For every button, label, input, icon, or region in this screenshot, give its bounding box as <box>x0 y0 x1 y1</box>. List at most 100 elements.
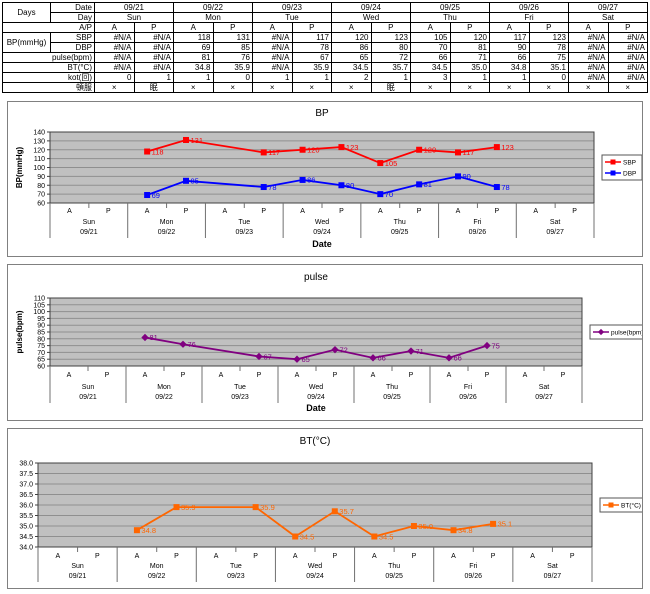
sbp-value-cell[interactable]: 105 <box>410 32 451 43</box>
dbp-value-cell[interactable]: #N/A <box>607 42 648 53</box>
kot-value-cell[interactable]: #N/A <box>607 72 648 83</box>
bp-group-label[interactable]: BP(mmHg) <box>2 32 51 53</box>
ap-header-cell[interactable]: A <box>331 22 372 33</box>
sbp-value-cell[interactable]: 131 <box>212 32 253 43</box>
ap-header-cell[interactable]: A <box>568 22 609 33</box>
row-label-dbp[interactable]: DBP <box>50 42 95 53</box>
bt-value-cell[interactable]: 35.0 <box>449 62 490 73</box>
table-corner-label[interactable]: Days <box>2 2 51 23</box>
sbp-value-cell[interactable]: 120 <box>449 32 490 43</box>
ap-header-cell[interactable]: P <box>528 22 569 33</box>
bt-value-cell[interactable]: #N/A <box>133 62 174 73</box>
pulse-value-cell[interactable]: 75 <box>528 52 569 63</box>
bt-value-cell[interactable]: 35.9 <box>291 62 332 73</box>
row-label-day[interactable]: Day <box>50 12 95 23</box>
kot-value-cell[interactable]: 1 <box>252 72 293 83</box>
ap-header-cell[interactable]: P <box>133 22 174 33</box>
dbp-value-cell[interactable]: 70 <box>410 42 451 53</box>
ap-header-cell[interactable]: P <box>607 22 648 33</box>
kot-value-cell[interactable]: 0 <box>94 72 135 83</box>
ap-header-cell[interactable]: A <box>252 22 293 33</box>
ap-header-cell[interactable]: P <box>449 22 490 33</box>
dbp-value-cell[interactable]: #N/A <box>133 42 174 53</box>
pulse-value-cell[interactable]: 72 <box>370 52 411 63</box>
kot-value-cell[interactable]: 3 <box>410 72 451 83</box>
dbp-value-cell[interactable]: 85 <box>212 42 253 53</box>
pulse-chart[interactable]: pulse 60 65 70 75 80 85 90 95 100 105 110 A P A P A P A P A P… <box>7 264 643 421</box>
date-header-cell[interactable]: 09/24 <box>331 2 411 13</box>
dbp-value-cell[interactable]: 69 <box>173 42 214 53</box>
kot-value-cell[interactable]: 1 <box>370 72 411 83</box>
ap-header-cell[interactable]: A <box>94 22 135 33</box>
day-header-cell[interactable]: Wed <box>331 12 411 23</box>
tonpuku-value-cell[interactable]: × <box>449 82 490 93</box>
dbp-value-cell[interactable]: 81 <box>449 42 490 53</box>
pulse-value-cell[interactable]: 67 <box>291 52 332 63</box>
bp-chart[interactable]: BP 60 70 80 90 100 110 120 130 140 A P A P A P A P A P A P A P S… <box>7 101 643 257</box>
dbp-value-cell[interactable]: #N/A <box>252 42 293 53</box>
tonpuku-value-cell[interactable]: × <box>94 82 135 93</box>
tonpuku-value-cell[interactable]: × <box>568 82 609 93</box>
sbp-value-cell[interactable]: 123 <box>528 32 569 43</box>
sbp-value-cell[interactable]: 120 <box>331 32 372 43</box>
date-header-cell[interactable]: 09/21 <box>94 2 174 13</box>
kot-value-cell[interactable]: 0 <box>528 72 569 83</box>
day-header-cell[interactable]: Mon <box>173 12 253 23</box>
pulse-value-cell[interactable]: #N/A <box>94 52 135 63</box>
kot-value-cell[interactable]: 2 <box>331 72 372 83</box>
bt-value-cell[interactable]: 34.8 <box>173 62 214 73</box>
kot-value-cell[interactable]: #N/A <box>568 72 609 83</box>
row-label-sbp[interactable]: SBP <box>50 32 95 43</box>
pulse-value-cell[interactable]: #N/A <box>607 52 648 63</box>
bt-value-cell[interactable]: 34.8 <box>489 62 530 73</box>
bt-value-cell[interactable]: #N/A <box>252 62 293 73</box>
tonpuku-value-cell[interactable]: × <box>489 82 530 93</box>
ap-header-cell[interactable]: A <box>173 22 214 33</box>
dbp-value-cell[interactable]: 80 <box>370 42 411 53</box>
bt-value-cell[interactable]: 35.1 <box>528 62 569 73</box>
ap-header-cell[interactable]: A <box>489 22 530 33</box>
tonpuku-value-cell[interactable]: × <box>291 82 332 93</box>
pulse-value-cell[interactable]: 66 <box>489 52 530 63</box>
bt-value-cell[interactable]: 34.5 <box>331 62 372 73</box>
sbp-value-cell[interactable]: #N/A <box>94 32 135 43</box>
bt-value-cell[interactable]: 35.9 <box>212 62 253 73</box>
tonpuku-value-cell[interactable]: × <box>410 82 451 93</box>
sbp-value-cell[interactable]: 117 <box>291 32 332 43</box>
kot-value-cell[interactable]: 1 <box>133 72 174 83</box>
sbp-value-cell[interactable]: 117 <box>489 32 530 43</box>
pulse-value-cell[interactable]: 66 <box>410 52 451 63</box>
dbp-value-cell[interactable]: 90 <box>489 42 530 53</box>
day-header-cell[interactable]: Sat <box>568 12 648 23</box>
ap-header-cell[interactable]: P <box>370 22 411 33</box>
sbp-value-cell[interactable]: 118 <box>173 32 214 43</box>
bt-value-cell[interactable]: #N/A <box>607 62 648 73</box>
bt-value-cell[interactable]: #N/A <box>568 62 609 73</box>
date-header-cell[interactable]: 09/26 <box>489 2 569 13</box>
pulse-value-cell[interactable]: #N/A <box>133 52 174 63</box>
pulse-value-cell[interactable]: #N/A <box>568 52 609 63</box>
kot-value-cell[interactable]: 1 <box>449 72 490 83</box>
row-label-pulse_row[interactable]: pulse(bpm) <box>2 52 95 63</box>
sbp-value-cell[interactable]: #N/A <box>568 32 609 43</box>
day-header-cell[interactable]: Tue <box>252 12 332 23</box>
day-header-cell[interactable]: Thu <box>410 12 490 23</box>
ap-header-cell[interactable]: A <box>410 22 451 33</box>
date-header-cell[interactable]: 09/27 <box>568 2 648 13</box>
date-header-cell[interactable]: 09/22 <box>173 2 253 13</box>
date-header-cell[interactable]: 09/23 <box>252 2 332 13</box>
pulse-value-cell[interactable]: 71 <box>449 52 490 63</box>
dbp-value-cell[interactable]: 86 <box>331 42 372 53</box>
row-label-date[interactable]: Date <box>50 2 95 13</box>
pulse-value-cell[interactable]: 65 <box>331 52 372 63</box>
sbp-value-cell[interactable]: #N/A <box>252 32 293 43</box>
bt-value-cell[interactable]: 34.5 <box>410 62 451 73</box>
tonpuku-value-cell[interactable]: × <box>212 82 253 93</box>
dbp-value-cell[interactable]: 78 <box>291 42 332 53</box>
dbp-value-cell[interactable]: #N/A <box>94 42 135 53</box>
bt-value-cell[interactable]: 35.7 <box>370 62 411 73</box>
dbp-value-cell[interactable]: 78 <box>528 42 569 53</box>
bt-chart[interactable]: BT(°C) 34.0 34.5 35.0 35.5 36.0 36.5 37.0 37.5 38… <box>7 428 643 589</box>
tonpuku-value-cell[interactable]: × <box>607 82 648 93</box>
kot-value-cell[interactable]: 1 <box>489 72 530 83</box>
